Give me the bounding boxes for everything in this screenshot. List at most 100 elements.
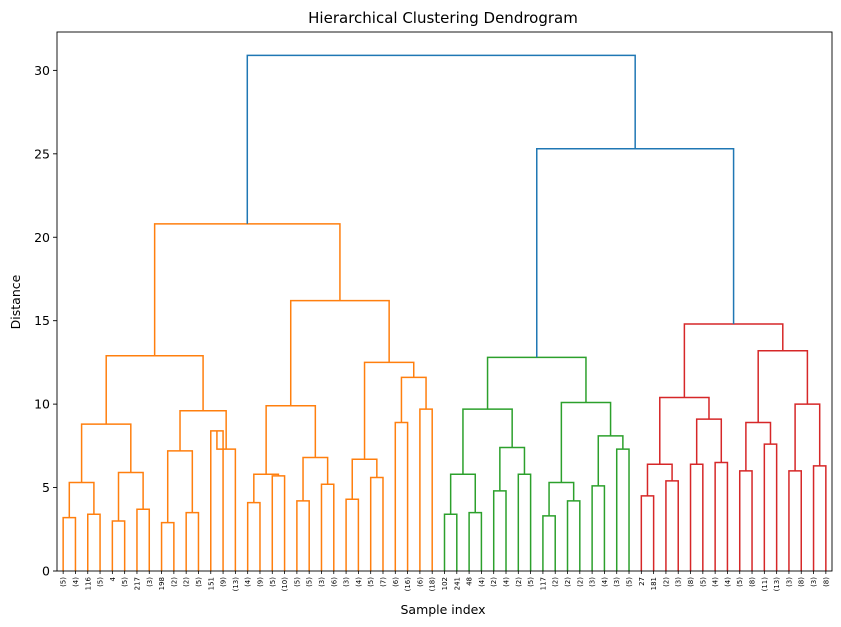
leaf-label-42: (2) [576, 577, 584, 587]
leaf-label-0: (5) [60, 577, 68, 587]
leaf-label-55: (5) [736, 577, 744, 587]
leaf-label-25: (5) [367, 577, 375, 587]
dendrogram-link-11 [216, 430, 237, 571]
leaf-label-37: (2) [515, 577, 523, 587]
dendrogram-link-46 [665, 480, 679, 571]
dendrogram-link-18 [320, 483, 335, 571]
leaf-label-40: (2) [552, 577, 560, 587]
y-tick-label-4: 20 [34, 230, 50, 245]
dendrogram-link-2 [68, 481, 95, 518]
dendrogram-link-30 [443, 513, 458, 571]
dendrogram-link-50 [695, 418, 723, 465]
dendrogram-link-42 [597, 435, 624, 486]
dendrogram-link-57 [794, 403, 821, 471]
leaf-label-16: (9) [256, 577, 264, 587]
leaf-label-41: (2) [564, 577, 572, 587]
dendrogram-link-14 [246, 501, 261, 571]
dendrogram-link-26 [400, 376, 427, 423]
dendrogram-link-5 [117, 471, 144, 521]
leaf-label-53: (4) [712, 577, 720, 587]
dendrogram-link-31 [468, 511, 483, 571]
dendrogram-link-7 [160, 521, 175, 571]
leaf-label-26: (7) [379, 577, 387, 587]
leaf-label-51: (8) [687, 577, 695, 587]
dendrogram-link-20 [265, 405, 317, 475]
dendrogram-link-17 [296, 500, 310, 571]
leaf-label-10: (2) [183, 577, 191, 587]
dendrogram-link-9 [166, 450, 194, 523]
leaf-label-17: (5) [269, 577, 277, 587]
leaf-label-43: (3) [589, 577, 597, 587]
dendrogram-link-1 [87, 513, 101, 571]
leaf-label-24: (4) [355, 577, 363, 587]
y-tick-label-2: 10 [34, 397, 50, 412]
leaf-label-27: (6) [392, 577, 400, 587]
y-tick-label-5: 25 [34, 146, 50, 161]
dendrogram-link-35 [499, 446, 526, 491]
dendrogram-link-55 [788, 470, 802, 571]
leaf-label-29: (6) [416, 577, 424, 587]
plot-frame [56, 31, 833, 572]
dendrogram-link-24 [394, 421, 409, 571]
leaf-label-62: (8) [822, 577, 830, 587]
leaf-label-28: (16) [404, 577, 412, 592]
dendrogram-link-34 [517, 473, 532, 571]
leaf-label-4: 4 [109, 576, 117, 581]
dendrogram-link-16 [253, 473, 280, 503]
leaf-label-57: (11) [761, 577, 769, 592]
dendrogram-link-43 [560, 401, 612, 483]
dendrogram-link-8 [185, 511, 200, 571]
dendrogram-link-29 [153, 223, 341, 356]
dendrogram-link-51 [659, 396, 710, 465]
dendrogram-link-56 [812, 465, 827, 571]
leaf-label-21: (3) [318, 577, 326, 587]
leaf-label-15: (4) [244, 577, 252, 587]
dendrogram-link-52 [738, 470, 753, 571]
dendrogram-link-48 [689, 463, 704, 571]
leaf-labels: (5) (4) 116 (5) 4 (5) 217 (3) 198 (2) (2) (5) 151 (9)… [60, 571, 830, 592]
leaf-label-49: (2) [662, 577, 670, 587]
y-tick-label-3: 15 [34, 313, 50, 328]
leaf-label-35: (2) [490, 577, 498, 587]
y-axis-label: Distance [8, 274, 23, 329]
leaf-label-23: (3) [343, 577, 351, 587]
chart-title: Hierarchical Clustering Dendrogram [308, 9, 578, 27]
dendrogram-link-53 [763, 443, 778, 571]
dendrogram-link-54 [745, 421, 772, 471]
dendrogram-link-0 [62, 516, 77, 571]
leaf-label-5: (5) [121, 577, 129, 587]
leaf-label-13: (9) [220, 577, 228, 587]
leaf-label-30: (18) [429, 577, 437, 592]
dendrogram-link-6 [80, 423, 132, 483]
leaf-label-47: 27 [638, 577, 646, 586]
dendrogram-link-49 [714, 461, 729, 571]
dendrogram-link-45 [640, 495, 655, 571]
dendrogram-link-58 [757, 349, 809, 423]
leaf-label-36: (4) [503, 577, 511, 587]
dendrogram-link-12 [179, 410, 227, 451]
y-tick-label-0: 0 [42, 564, 50, 579]
dendrogram-link-13 [105, 354, 204, 425]
leaf-label-33: 48 [466, 577, 474, 586]
dendrogram-link-25 [419, 408, 433, 571]
y-tick-label-1: 5 [42, 480, 50, 495]
dendrogram-link-28 [289, 299, 390, 406]
dendrogram-link-40 [591, 485, 606, 571]
dendrogram-link-59 [683, 323, 784, 398]
leaf-label-60: (8) [798, 577, 806, 587]
leaf-label-44: (4) [601, 577, 609, 587]
leaf-label-12: 151 [207, 577, 215, 590]
leaf-label-59: (3) [785, 577, 793, 587]
leaf-label-19: (5) [293, 577, 301, 587]
leaf-label-32: 241 [453, 577, 461, 590]
leaf-label-6: 217 [133, 577, 141, 590]
leaf-label-46: (5) [626, 577, 634, 587]
leaf-label-34: (4) [478, 577, 486, 587]
dendrogram-link-19 [302, 456, 329, 501]
dendrogram-link-33 [492, 490, 507, 571]
dendrogram-link-32 [449, 473, 477, 515]
dendrogram-link-36 [462, 408, 513, 475]
dendrogram-link-21 [345, 498, 360, 571]
dendrogram-link-61 [246, 54, 636, 224]
